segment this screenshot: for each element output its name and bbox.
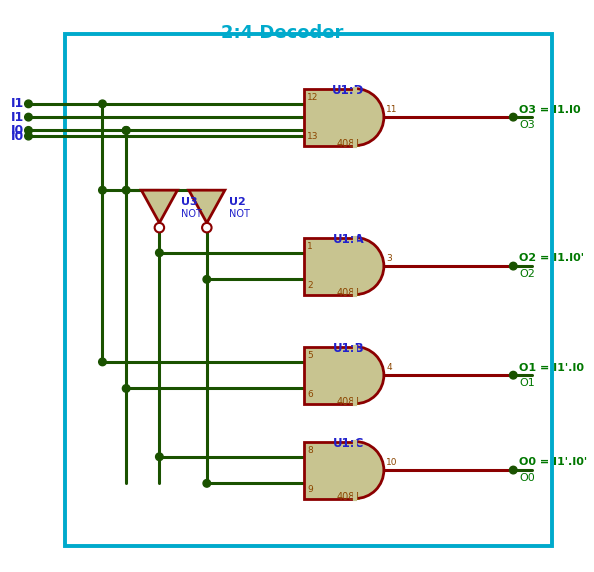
Circle shape xyxy=(122,126,130,134)
Text: NOT: NOT xyxy=(229,209,249,219)
Polygon shape xyxy=(141,190,178,223)
Text: 2: 2 xyxy=(307,281,313,290)
Circle shape xyxy=(510,466,517,474)
Text: 1: 1 xyxy=(307,242,313,251)
Text: O0 = I1'.I0': O0 = I1'.I0' xyxy=(519,458,587,467)
Text: 5: 5 xyxy=(307,351,313,360)
Text: I0: I0 xyxy=(11,130,24,142)
Circle shape xyxy=(122,186,130,194)
Text: 3: 3 xyxy=(386,254,392,263)
Text: I1: I1 xyxy=(11,110,24,124)
Circle shape xyxy=(203,276,211,283)
Wedge shape xyxy=(355,347,384,404)
Text: 13: 13 xyxy=(307,132,319,141)
Text: O1: O1 xyxy=(519,378,535,388)
Circle shape xyxy=(99,100,106,108)
Circle shape xyxy=(510,371,517,379)
Circle shape xyxy=(99,186,106,194)
Text: NOT: NOT xyxy=(181,209,202,219)
Circle shape xyxy=(510,263,517,270)
Wedge shape xyxy=(355,237,384,295)
Text: I0: I0 xyxy=(11,124,24,137)
Polygon shape xyxy=(304,89,355,146)
Text: O0: O0 xyxy=(519,472,535,483)
Text: 2:4 Decoder: 2:4 Decoder xyxy=(220,24,343,42)
Circle shape xyxy=(122,384,130,392)
Circle shape xyxy=(156,249,163,257)
Text: 10: 10 xyxy=(386,458,397,467)
Text: U1:B: U1:B xyxy=(333,342,364,355)
Circle shape xyxy=(99,358,106,366)
Circle shape xyxy=(25,113,32,121)
Text: U1:C: U1:C xyxy=(333,437,364,450)
Text: O2: O2 xyxy=(519,269,535,279)
Polygon shape xyxy=(189,190,225,223)
Text: 12: 12 xyxy=(307,93,319,102)
Text: U1:A: U1:A xyxy=(333,233,364,246)
Text: 4081: 4081 xyxy=(336,492,361,502)
Text: O1 = I1'.I0: O1 = I1'.I0 xyxy=(519,363,584,372)
Circle shape xyxy=(202,223,211,232)
Text: U2: U2 xyxy=(229,197,245,206)
Circle shape xyxy=(25,132,32,140)
Text: O2 = I1.I0': O2 = I1.I0' xyxy=(519,253,584,264)
Circle shape xyxy=(122,126,130,134)
Text: I1: I1 xyxy=(11,97,24,110)
Text: 4081: 4081 xyxy=(336,288,361,299)
Circle shape xyxy=(25,100,32,108)
Text: 4081: 4081 xyxy=(336,398,361,407)
Text: 4: 4 xyxy=(386,363,392,372)
Text: 11: 11 xyxy=(386,105,397,114)
Polygon shape xyxy=(304,347,355,404)
Text: U1:D: U1:D xyxy=(332,84,365,97)
Text: 8: 8 xyxy=(307,446,313,455)
Text: 6: 6 xyxy=(307,390,313,399)
Circle shape xyxy=(203,479,211,487)
Text: O3 = I1.I0: O3 = I1.I0 xyxy=(519,105,580,114)
Polygon shape xyxy=(304,237,355,295)
Circle shape xyxy=(154,223,164,232)
Circle shape xyxy=(25,126,32,134)
Text: 9: 9 xyxy=(307,485,313,494)
Circle shape xyxy=(510,113,517,121)
Text: U3: U3 xyxy=(181,197,198,206)
Wedge shape xyxy=(355,89,384,146)
Circle shape xyxy=(156,453,163,460)
Text: 4081: 4081 xyxy=(336,140,361,149)
Polygon shape xyxy=(304,442,355,499)
Text: O3: O3 xyxy=(519,120,535,130)
Wedge shape xyxy=(355,442,384,499)
